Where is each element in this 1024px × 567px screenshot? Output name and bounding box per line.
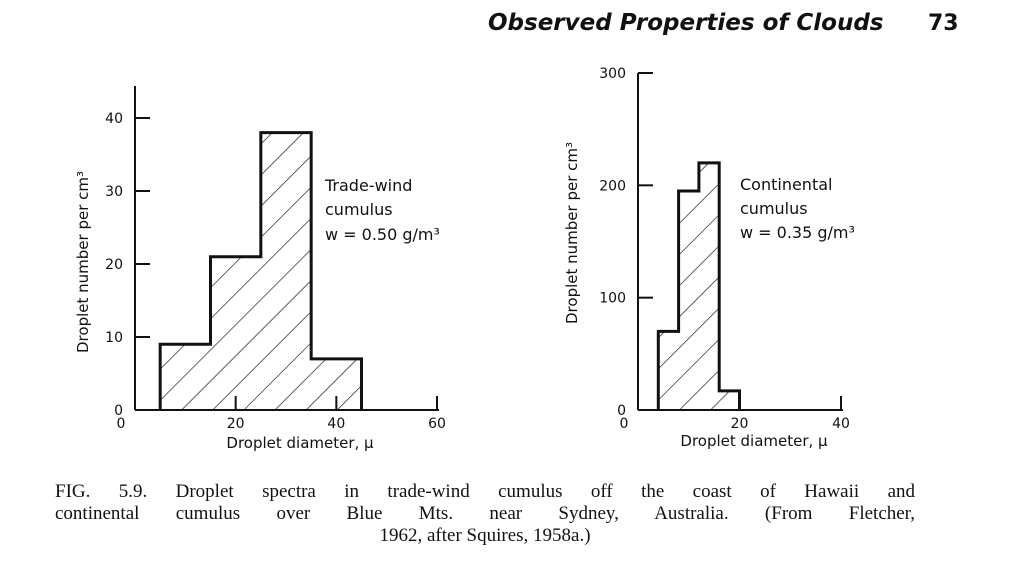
caption-line-1: FIG. 5.9. Droplet spectra in trade-wind …: [55, 481, 915, 502]
page-header: Observed Properties of Clouds 73: [0, 0, 1024, 45]
histogram-outline: [656, 161, 741, 410]
x-tick-label: 20: [731, 416, 749, 432]
y-tick-label: 10: [105, 330, 123, 346]
caption-line-3: 1962, after Squires, 1958a.): [379, 525, 591, 546]
annotation-line-3: w = 0.50 g/m³: [325, 225, 440, 244]
page-number: 73: [928, 11, 959, 36]
x-tick-label: 0: [117, 416, 126, 432]
x-tick-label: 60: [428, 416, 446, 432]
x-axis-label: Droplet diameter, μ: [226, 434, 374, 452]
y-tick-label: 30: [105, 184, 123, 200]
histogram-bar: [210, 256, 261, 410]
caption-line-2: continental cumulus over Blue Mts. near …: [55, 503, 915, 524]
x-tick-label: 40: [327, 416, 345, 432]
annotation-line-3: w = 0.35 g/m³: [740, 223, 855, 242]
histogram-bar: [678, 190, 699, 410]
x-tick-label: 0: [620, 416, 629, 432]
x-axis-label: Droplet diameter, μ: [680, 432, 828, 450]
y-tick-label: 0: [617, 403, 626, 419]
x-tick-label: 40: [832, 416, 850, 432]
figure-caption: FIG. 5.9. Droplet spectra in trade-wind …: [55, 481, 915, 547]
y-tick-label: 200: [599, 178, 626, 194]
histogram-outline: [158, 131, 363, 410]
y-tick-label: 100: [599, 291, 626, 307]
annotation-line-1: Continental: [740, 175, 832, 194]
histogram-bar: [658, 331, 679, 410]
annotation-line-2: cumulus: [740, 199, 808, 218]
running-title: Observed Properties of Clouds: [488, 10, 884, 36]
y-axis-label: Droplet number per cm³: [74, 171, 92, 353]
histogram-bar: [160, 344, 211, 410]
x-tick-label: 20: [227, 416, 245, 432]
trade-wind-histogram: 0 10 20 30 40 0 20 40 60 Droplet diameter, μ Dro…: [74, 86, 446, 452]
annotation-line-2: cumulus: [325, 200, 393, 219]
histogram-bar: [698, 162, 720, 410]
y-tick-label: 300: [599, 66, 626, 82]
y-tick-label: 20: [105, 257, 123, 273]
histogram-bar: [719, 390, 740, 410]
y-axis-label: Droplet number per cm³: [563, 142, 581, 324]
y-tick-label: 0: [114, 403, 123, 419]
continental-histogram: 0 100 200 300 0 20 40 Droplet diameter, μ Drop…: [563, 66, 855, 450]
y-tick-label: 40: [105, 111, 123, 127]
histogram-bar: [260, 132, 312, 410]
annotation-line-1: Trade-wind: [324, 176, 412, 195]
